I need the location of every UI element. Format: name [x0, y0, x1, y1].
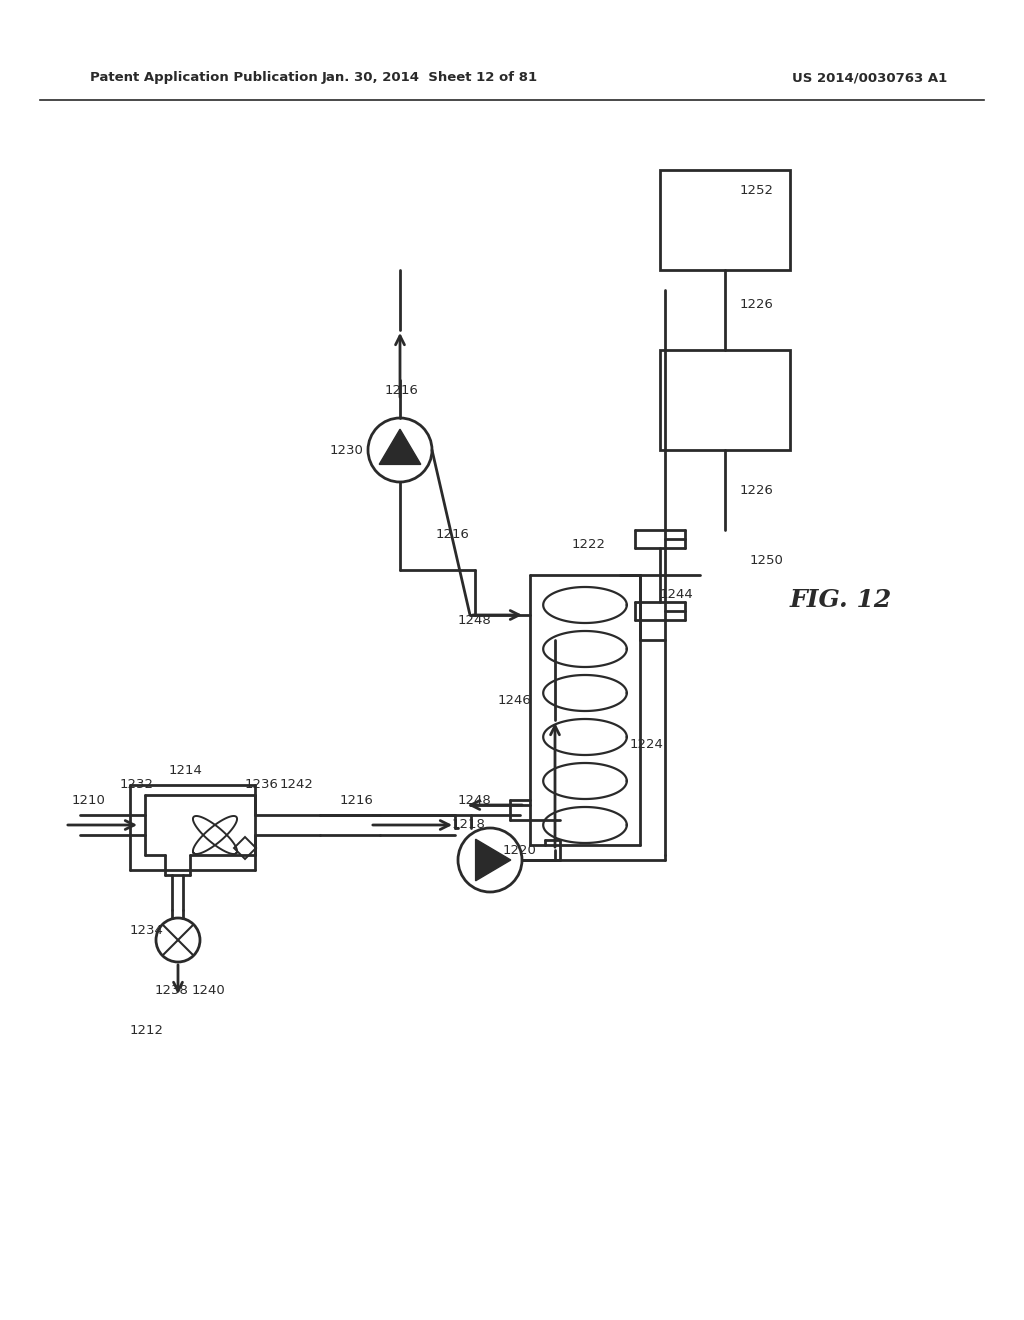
Text: FIG. 12: FIG. 12: [790, 587, 892, 612]
Text: 1220: 1220: [503, 843, 537, 857]
Text: 1252: 1252: [740, 183, 774, 197]
Text: 1236: 1236: [245, 779, 279, 792]
Text: 1226: 1226: [740, 298, 774, 312]
Polygon shape: [475, 840, 511, 880]
Text: Patent Application Publication: Patent Application Publication: [90, 71, 317, 84]
Text: 1216: 1216: [340, 793, 374, 807]
Text: 1248: 1248: [458, 793, 492, 807]
Text: 1230: 1230: [330, 444, 364, 457]
Text: 1218: 1218: [452, 818, 485, 832]
Text: 1234: 1234: [130, 924, 164, 936]
Text: 1214: 1214: [168, 763, 202, 776]
Text: 1238: 1238: [155, 983, 188, 997]
Text: US 2014/0030763 A1: US 2014/0030763 A1: [793, 71, 947, 84]
Text: 1250: 1250: [750, 553, 784, 566]
Text: 1248: 1248: [458, 614, 492, 627]
Text: 1244: 1244: [660, 589, 693, 602]
Text: 1210: 1210: [72, 793, 105, 807]
Bar: [660, 350, 790, 450]
Polygon shape: [379, 429, 421, 465]
Text: 1224: 1224: [630, 738, 664, 751]
Text: 1216: 1216: [436, 528, 470, 541]
Text: 1216: 1216: [385, 384, 419, 396]
Text: 1246: 1246: [498, 693, 531, 706]
Text: 1242: 1242: [280, 779, 314, 792]
Text: 1222: 1222: [572, 539, 606, 552]
Bar: [660, 170, 790, 271]
Text: 1232: 1232: [120, 779, 154, 792]
Text: 1212: 1212: [130, 1023, 164, 1036]
Text: 1240: 1240: [193, 983, 225, 997]
Text: Jan. 30, 2014  Sheet 12 of 81: Jan. 30, 2014 Sheet 12 of 81: [322, 71, 538, 84]
Text: 1226: 1226: [740, 483, 774, 496]
